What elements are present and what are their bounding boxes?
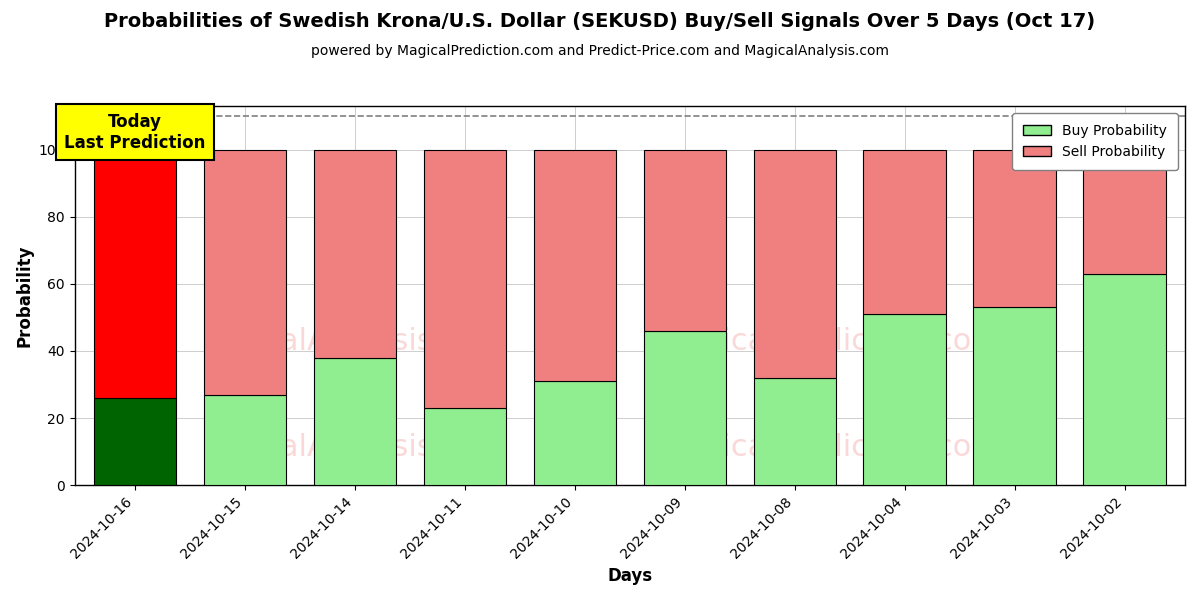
Bar: [643, 331, 726, 485]
Bar: [313, 149, 396, 358]
Bar: [204, 395, 287, 485]
Bar: [204, 149, 287, 395]
Legend: Buy Probability, Sell Probability: Buy Probability, Sell Probability: [1012, 113, 1178, 170]
Bar: [754, 378, 836, 485]
Bar: [643, 149, 726, 331]
Bar: [534, 149, 616, 381]
Bar: [94, 149, 176, 398]
X-axis label: Days: Days: [607, 567, 653, 585]
Text: MagicalPrediction.com: MagicalPrediction.com: [659, 326, 1001, 356]
Bar: [864, 149, 946, 314]
Bar: [864, 314, 946, 485]
Bar: [94, 398, 176, 485]
Bar: [1084, 274, 1165, 485]
Bar: [973, 307, 1056, 485]
Text: calAnalysis.com: calAnalysis.com: [264, 326, 508, 356]
Text: powered by MagicalPrediction.com and Predict-Price.com and MagicalAnalysis.com: powered by MagicalPrediction.com and Pre…: [311, 44, 889, 58]
Text: Probabilities of Swedish Krona/U.S. Dollar (SEKUSD) Buy/Sell Signals Over 5 Days: Probabilities of Swedish Krona/U.S. Doll…: [104, 12, 1096, 31]
Text: Today
Last Prediction: Today Last Prediction: [65, 113, 206, 152]
Bar: [424, 149, 506, 408]
Y-axis label: Probability: Probability: [16, 244, 34, 347]
Bar: [424, 408, 506, 485]
Bar: [973, 149, 1056, 307]
Bar: [754, 149, 836, 378]
Bar: [313, 358, 396, 485]
Text: MagicalPrediction.com: MagicalPrediction.com: [659, 433, 1001, 462]
Bar: [534, 381, 616, 485]
Bar: [1084, 149, 1165, 274]
Text: calAnalysis.com: calAnalysis.com: [264, 433, 508, 462]
